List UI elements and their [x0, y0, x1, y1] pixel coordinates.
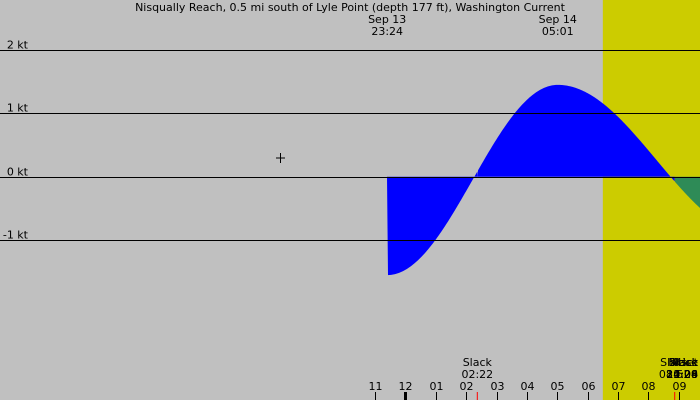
event-name-label: Slack — [660, 356, 690, 369]
event-time-label: 14:24 — [666, 368, 698, 381]
flood-current-area — [477, 84, 675, 182]
event-time-label: 20:29 — [666, 368, 698, 381]
hour-tick-label: 04 — [521, 380, 535, 393]
hour-tick-label: 05 — [551, 380, 565, 393]
y-tick-label: -1 kt — [3, 229, 29, 242]
hour-tick-label: 09 — [673, 380, 687, 393]
event-time-label: 20:08 — [666, 368, 698, 381]
extreme-date-label: Sep 13 — [368, 13, 406, 26]
daylight-band — [602, 0, 700, 400]
event-name-label: Slack — [669, 356, 699, 369]
chart-title: Nisqually Reach, 0.5 mi south of Lyle Po… — [135, 1, 566, 14]
hour-tick-label: 01 — [430, 380, 444, 393]
extreme-date-label: Sep 14 — [539, 13, 577, 26]
event-name-label: Mrise — [668, 356, 698, 369]
hour-tick-label: 06 — [582, 380, 596, 393]
hour-tick-label: 03 — [491, 380, 505, 393]
event-time-label: 02:22 — [461, 368, 493, 381]
hour-tick-label: 02 — [460, 380, 474, 393]
hour-tick-label: 08 — [642, 380, 656, 393]
event-time-label: 11:06 — [666, 368, 698, 381]
ebb-current-area — [674, 176, 700, 208]
extreme-time-label: 23:24 — [371, 25, 403, 38]
hour-tick-label: 11 — [369, 380, 383, 393]
event-name-label: Slack — [463, 356, 493, 369]
y-tick-label: 2 kt — [7, 39, 29, 52]
extreme-time-label: 05:01 — [542, 25, 574, 38]
event-name-label: Mset — [672, 356, 699, 369]
hour-tick-label: 12 — [399, 380, 413, 393]
flood-current-area — [0, 171, 478, 276]
event-name-label: Slack — [669, 356, 699, 369]
cursor-crosshair-icon — [276, 153, 285, 163]
hour-tick-label: 07 — [612, 380, 626, 393]
y-tick-label: 1 kt — [7, 102, 29, 115]
y-tick-label: 0 kt — [7, 166, 29, 179]
event-time-label: 08:52 — [659, 368, 691, 381]
